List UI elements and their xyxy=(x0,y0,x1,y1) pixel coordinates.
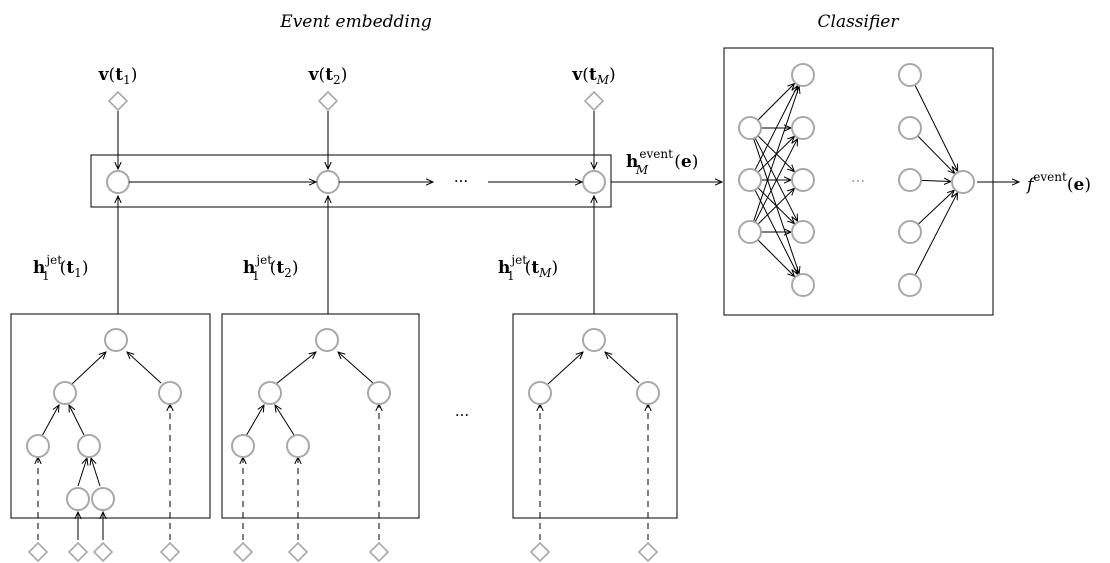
input-label-v-t2: v(t2) xyxy=(308,65,348,87)
tree1-node xyxy=(66,487,90,511)
classifier-output-node xyxy=(951,170,975,194)
tree1-node xyxy=(26,434,50,458)
classifier-last-hidden-node xyxy=(898,220,922,244)
tree2-leaf xyxy=(287,541,309,563)
tree1-leaf xyxy=(67,541,89,563)
rnn-node-2 xyxy=(316,170,340,194)
classifier-last-hidden-node xyxy=(898,63,922,87)
classifier-last-hidden-node xyxy=(898,168,922,192)
jet-embedding-label-t1: hjet 1 (t1) xyxy=(33,253,88,283)
jet-trees-ellipsis: ··· xyxy=(455,406,469,424)
tree2-edge xyxy=(275,352,316,385)
rnn-ellipsis: ··· xyxy=(454,172,468,190)
classifier-edge xyxy=(757,83,795,121)
classifier-output-layer-edge xyxy=(917,135,955,174)
jet-tree-1 xyxy=(10,313,211,563)
jet-tree-box-1 xyxy=(10,313,211,519)
classifier-edge xyxy=(757,188,795,225)
tree1-edge xyxy=(91,458,101,487)
tree1-node xyxy=(91,487,115,511)
tree2-edge xyxy=(338,352,374,384)
classifier-edge xyxy=(754,139,798,223)
tree2-node xyxy=(315,328,339,352)
treeM-node xyxy=(582,328,606,352)
classifier-output-layer-edge xyxy=(920,180,951,181)
treeM-edge xyxy=(547,352,583,385)
tree1-edge xyxy=(127,352,162,384)
jet-tree-box-M xyxy=(512,313,678,519)
classifier-input-node xyxy=(738,220,762,244)
classifier-hidden-node xyxy=(791,168,815,192)
input-label-v-t1: v(t1) xyxy=(98,65,138,87)
tree1-leaf xyxy=(159,541,181,563)
classifier-output-layer-edge xyxy=(914,84,958,171)
tree1-node xyxy=(53,381,77,405)
tree2-edge xyxy=(245,405,264,437)
tree1-edge xyxy=(71,352,106,385)
tree1-edge xyxy=(41,405,59,437)
event-embedding-heading: Event embedding xyxy=(279,12,432,32)
classifier-last-hidden-node xyxy=(898,116,922,140)
classifier-last-hidden-node xyxy=(898,273,922,297)
tree2-edge xyxy=(275,405,295,436)
event-embedding-output-label: hevent M (e) xyxy=(626,147,698,177)
jet-tree-2 xyxy=(221,313,420,563)
input-diamond-t2 xyxy=(317,90,339,112)
tree1-node xyxy=(104,328,128,352)
treeM-node xyxy=(528,381,552,405)
tree2-node xyxy=(258,381,282,405)
tree2-node xyxy=(367,381,391,405)
classifier-ellipsis: ··· xyxy=(851,172,865,190)
tree2-leaf xyxy=(368,541,390,563)
rnn-node-1 xyxy=(106,170,130,194)
classifier-edge xyxy=(754,86,798,171)
classifier-hidden-node xyxy=(791,63,815,87)
classifier-nodes xyxy=(738,63,975,297)
classifier-hidden-node xyxy=(791,116,815,140)
event-embedding-box xyxy=(90,154,612,208)
tree1-leaf xyxy=(92,541,114,563)
classifier-heading: Classifier xyxy=(818,12,900,32)
treeM-leaf xyxy=(637,541,659,563)
classifier-edges xyxy=(753,83,958,277)
input-diamond-tM xyxy=(583,90,605,112)
tree2-node xyxy=(231,434,255,458)
classifier-output-layer-edge xyxy=(917,190,954,225)
classifier-input-node xyxy=(738,168,762,192)
jet-tree-M xyxy=(512,313,678,563)
treeM-node xyxy=(636,381,660,405)
classifier-output-layer-edge xyxy=(914,193,957,276)
classifier-edge xyxy=(757,239,795,277)
rnn-node-M xyxy=(582,170,606,194)
classifier-output-label: fevent(e) xyxy=(1025,170,1091,195)
jet-embedding-label-tM: hjet 1 (tM) xyxy=(498,253,558,283)
classifier-input-node xyxy=(738,116,762,140)
input-label-v-tM: v(tM) xyxy=(571,65,615,87)
tree1-leaf xyxy=(27,541,49,563)
jet-tree-box-2 xyxy=(221,313,420,519)
tree2-leaf xyxy=(232,541,254,563)
classifier-edge xyxy=(753,86,800,222)
tree1-edge xyxy=(77,458,87,487)
jet-embedding-label-t2: hjet 1 (t2) xyxy=(243,253,298,283)
classifier-hidden-node xyxy=(791,273,815,297)
tree1-node xyxy=(158,381,182,405)
tree1-node xyxy=(77,434,101,458)
treeM-leaf xyxy=(529,541,551,563)
treeM-edge xyxy=(605,352,640,384)
tree1-edge xyxy=(69,405,85,436)
classifier-hidden-node xyxy=(791,220,815,244)
tree2-node xyxy=(286,434,310,458)
input-diamond-t1 xyxy=(107,90,129,112)
